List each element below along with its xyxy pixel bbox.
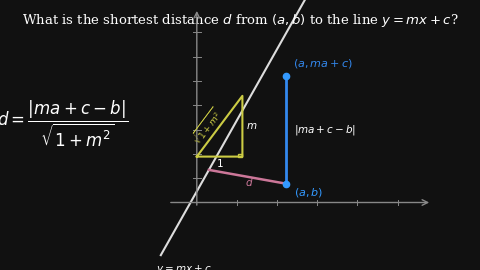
Text: $(a, ma + c)$: $(a, ma + c)$	[293, 57, 352, 70]
Text: $|ma + c - b|$: $|ma + c - b|$	[294, 123, 356, 137]
Text: $(a, b)$: $(a, b)$	[294, 186, 324, 199]
Text: $1$: $1$	[216, 157, 223, 169]
Text: $m$: $m$	[246, 121, 258, 131]
Text: $\sqrt{1+m^2}$: $\sqrt{1+m^2}$	[188, 105, 227, 148]
Text: $d = \dfrac{|ma + c - b|}{\sqrt{1 + m^2}}$: $d = \dfrac{|ma + c - b|}{\sqrt{1 + m^2}…	[0, 99, 128, 150]
Text: What is the shortest distance $d$ from $(a, b)$ to the line $y = mx + c$?: What is the shortest distance $d$ from $…	[22, 12, 458, 29]
Text: $y = mx + c$: $y = mx + c$	[156, 263, 212, 270]
Text: $d$: $d$	[245, 176, 254, 188]
